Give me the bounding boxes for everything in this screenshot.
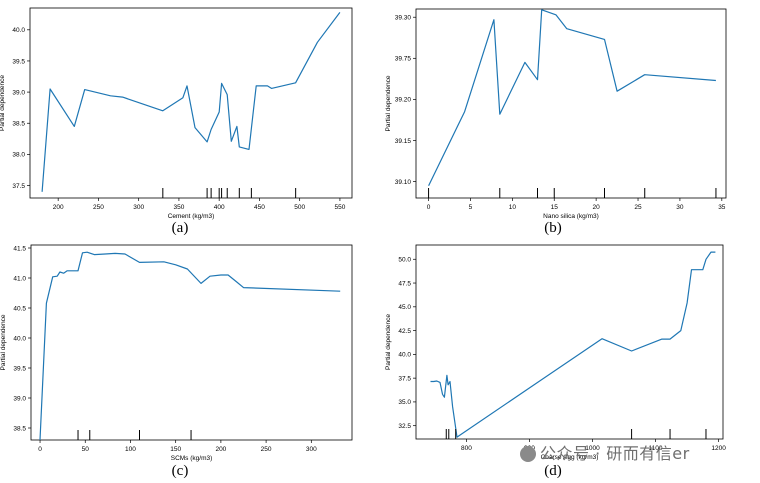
y-tick-label: 38.5 [13,425,26,432]
caption-c: (c) [171,463,189,479]
x-tick-label: 500 [294,204,305,211]
x-tick-label: 0 [427,204,431,211]
x-tick-label: 15 [551,204,559,211]
x-tick-label: 300 [306,446,317,453]
plot-frame [415,8,727,199]
y-tick-label: 35.0 [398,399,411,406]
x-tick-label: 150 [170,446,181,453]
x-tick-label: 350 [173,204,184,211]
y-tick-label: 39.5 [13,365,26,372]
x-tick-label: 25 [634,204,642,211]
y-axis-label: Partial dependence [385,314,392,370]
watermark-text: 公众号 · 研而有信er [540,444,690,463]
x-tick-label: 550 [334,204,345,211]
x-tick-label: 1100 [649,445,663,452]
y-tick-label: 39.0 [12,89,25,96]
y-tick-label: 37.5 [398,375,411,382]
chart-a: 200 250 300 350 400 450 500 550 37.5 38.0 38.5 39.0… [0,7,353,220]
panel-b: 0 5 10 15 20 25 30 35 39.10 39.15 39.20 39.75 39.30 N… [380,0,760,240]
plot-frame [30,244,353,441]
x-tick-label: 250 [261,446,272,453]
y-tick-label: 39.10 [395,179,412,186]
x-tick-label: 5 [469,204,473,211]
x-tick-label: 200 [53,204,64,211]
chart-b: 0 5 10 15 20 25 30 35 39.10 39.15 39.20 39.75 39.30 N… [385,8,727,220]
x-axis-label: Nano silica (kg/m3) [543,213,599,220]
y-tick-label: 39.0 [13,395,26,402]
pd-line [428,9,716,186]
chart-c: 0 50 100 150 200 250 300 38.5 39.0 39.5 40.0 40.5 41… [0,244,353,462]
caption-a: (a) [171,220,189,236]
pd-line [430,251,716,438]
x-axis-label: SCMs (kg/m3) [171,455,213,462]
wechat-icon [520,446,536,462]
x-tick-label: 0 [38,446,42,453]
y-axis-label: Partial dependence [0,314,7,370]
y-tick-label: 47.5 [398,280,411,287]
y-tick-label: 39.30 [395,15,412,22]
x-tick-label: 200 [215,446,226,453]
pd-line [41,12,341,192]
x-tick-label: 20 [593,204,601,211]
x-tick-label: 50 [82,446,90,453]
panel-c: 0 50 100 150 200 250 300 38.5 39.0 39.5 40.0 40.5 41… [0,240,380,483]
x-tick-label: 10 [509,204,517,211]
y-tick-label: 39.20 [395,97,412,104]
x-tick-label: 35 [718,204,726,211]
caption-d: (d) [544,463,562,479]
y-tick-label: 39.75 [395,56,412,63]
y-tick-label: 40.0 [12,27,25,34]
x-tick-label: 250 [93,204,104,211]
watermark: 公众号 · 研而有信er [520,440,690,464]
y-tick-label: 37.5 [12,183,25,190]
y-tick-label: 45.0 [398,304,411,311]
y-tick-label: 40.0 [13,335,26,342]
x-axis-label: Coarse Agg (kg/m3) [541,454,599,461]
panel-a: 200 250 300 350 400 450 500 550 37.5 38.0 38.5 39.0… [0,0,380,240]
x-tick-label: 450 [254,204,265,211]
plot-frame [29,7,353,199]
x-tick-label: 300 [133,204,144,211]
x-tick-label: 400 [214,204,225,211]
y-tick-label: 38.0 [12,152,25,159]
x-axis-label: Cement (kg/m3) [168,213,215,220]
plot-frame [415,244,724,440]
y-tick-label: 40.5 [13,305,26,312]
y-tick-label: 42.5 [398,328,411,335]
x-tick-label: 100 [125,446,136,453]
y-tick-label: 32.5 [398,423,411,430]
y-tick-label: 40.0 [398,352,411,359]
y-tick-label: 38.5 [12,121,25,128]
y-tick-label: 50.0 [398,257,411,264]
pd-line [39,251,341,441]
y-axis-label: Partial dependence [385,75,392,131]
y-tick-label: 39.5 [12,58,25,65]
y-tick-label: 41.5 [13,245,26,252]
x-tick-label: 1200 [711,445,726,452]
x-tick-label: 30 [676,204,684,211]
y-axis-label: Partial dependence [0,75,6,131]
x-tick-label: 800 [461,445,472,452]
y-tick-label: 39.15 [395,138,412,145]
caption-b: (b) [544,220,562,236]
y-tick-label: 41.0 [13,275,26,282]
x-tick-label: 1000 [585,445,600,452]
